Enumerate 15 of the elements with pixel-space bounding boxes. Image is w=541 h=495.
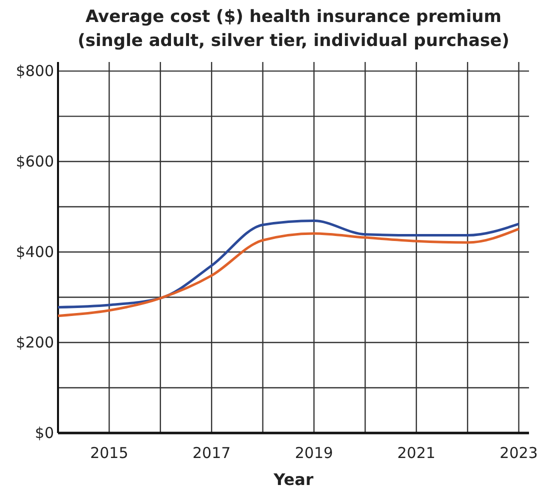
x-tick-label: 2023: [500, 444, 538, 462]
x-axis-title: Year: [272, 470, 314, 489]
y-tick-label: $400: [16, 243, 54, 262]
x-tick-label: 2019: [294, 444, 334, 462]
y-tick-label: $200: [16, 334, 54, 352]
chart-subtitle: (single adult, silver tier, individual purchase): [78, 31, 510, 51]
y-tick-label: $600: [16, 152, 54, 171]
y-tick-label: $0: [34, 424, 54, 442]
line-series: [56, 228, 520, 318]
chart-title: Average cost ($) health insurance premium: [86, 7, 502, 27]
x-tick-label: 2021: [397, 444, 436, 462]
line-series: [56, 220, 520, 308]
x-tick-label: 2015: [90, 444, 128, 462]
y-tick-label: $800: [16, 62, 54, 80]
x-tick-label: 2017: [192, 444, 231, 462]
